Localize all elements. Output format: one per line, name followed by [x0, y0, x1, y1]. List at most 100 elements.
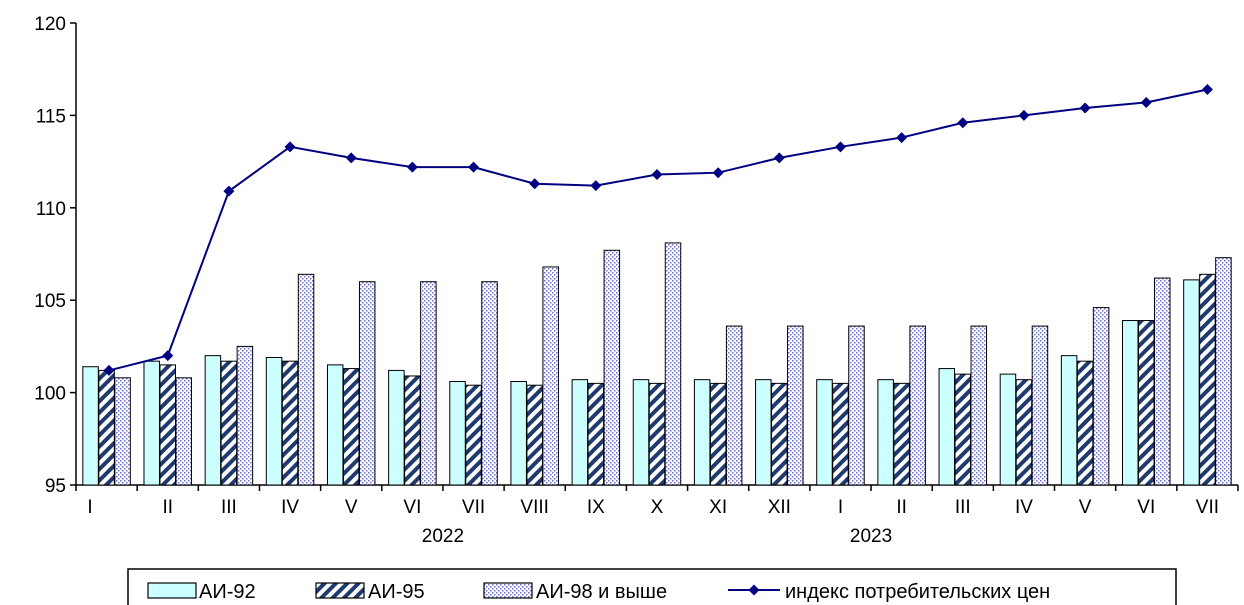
- x-tick-label: IV: [281, 497, 299, 518]
- cpi-point: [834, 141, 846, 153]
- cpi-point: [957, 117, 969, 129]
- y-tick-label: 105: [34, 291, 66, 312]
- legend: АИ-92 АИ-95 АИ-98 и выше индекс потребитель…: [127, 568, 1177, 605]
- cpi-line: [103, 84, 1213, 376]
- bar-diagonal: [587, 382, 605, 486]
- bar-diagonal: [342, 368, 360, 486]
- bar-diagonal: [1076, 360, 1094, 486]
- x-tick-label: IX: [587, 497, 605, 518]
- y-tick-label: 115: [36, 106, 66, 127]
- bar-dotted: [297, 273, 315, 486]
- cpi-point: [1079, 102, 1091, 114]
- x-tick-label: VI: [1137, 497, 1155, 518]
- bars: [82, 242, 1232, 486]
- x-axis: I II III IV V VI VII VIII IX X XI XII I II III IV V VI VII…: [75, 484, 1239, 547]
- x-tick-label: I: [838, 497, 843, 518]
- y-tick-label: 120: [34, 14, 66, 35]
- bar-dotted: [787, 325, 804, 486]
- bar-dotted: [175, 377, 192, 486]
- cpi-point: [651, 169, 663, 181]
- bar-diagonal: [1138, 320, 1155, 486]
- cpi-point: [1201, 84, 1213, 96]
- bar-dotted: [420, 281, 437, 486]
- bar-solid: [632, 379, 650, 486]
- bar-solid: [999, 373, 1017, 486]
- bar-dotted: [848, 325, 865, 486]
- y-axis: 95 100 105 110 115 120: [34, 14, 77, 497]
- legend-label: АИ-95: [368, 581, 425, 603]
- bar-diagonal: [648, 382, 666, 486]
- bar-diagonal: [404, 375, 421, 486]
- cpi-point: [223, 185, 235, 197]
- bar-diagonal: [465, 384, 482, 486]
- cpi-point: [529, 178, 541, 190]
- bar-dotted: [114, 377, 131, 486]
- y-tick-label: 95: [45, 476, 66, 497]
- bar-solid: [1183, 279, 1200, 486]
- x-tick-label: IV: [1015, 497, 1033, 518]
- bar-dotted: [1215, 257, 1232, 486]
- bar-solid: [1060, 355, 1078, 486]
- bar-solid: [265, 356, 283, 486]
- bar-diagonal: [771, 382, 788, 486]
- bar-solid: [755, 379, 772, 486]
- y-tick-label: 100: [34, 384, 66, 405]
- legend-swatch: [483, 582, 533, 599]
- cpi-point: [406, 161, 418, 173]
- bar-diagonal: [954, 373, 972, 486]
- x-tick-label: VII: [1196, 497, 1219, 518]
- legend-label: АИ-98 и выше: [536, 581, 667, 603]
- x-tick-label: X: [651, 497, 664, 518]
- bar-diagonal: [98, 369, 115, 486]
- x-tick-label: XII: [768, 497, 791, 518]
- cpi-point: [773, 152, 785, 164]
- bar-solid: [204, 355, 222, 486]
- year-label: 2022: [422, 526, 464, 547]
- cpi-point: [896, 132, 908, 144]
- x-tick-label: V: [1079, 497, 1092, 518]
- bar-diagonal: [1015, 379, 1033, 486]
- bar-dotted: [481, 281, 498, 486]
- bar-diagonal: [526, 384, 543, 486]
- cpi-point: [590, 180, 602, 192]
- legend-marker: [748, 584, 760, 596]
- x-tick-label: V: [345, 497, 358, 518]
- bar-diagonal: [709, 382, 727, 486]
- bar-diagonal: [1199, 273, 1216, 486]
- bar-solid: [877, 379, 894, 486]
- x-tick-label: VIII: [520, 497, 549, 518]
- bar-dotted: [542, 266, 559, 486]
- bar-solid: [938, 368, 956, 486]
- legend-swatch: [147, 582, 197, 599]
- bar-diagonal: [832, 382, 849, 486]
- bar-dotted: [909, 325, 926, 486]
- bar-dotted: [1031, 325, 1049, 486]
- bar-dotted: [603, 249, 621, 486]
- legend-label: АИ-92: [199, 581, 256, 603]
- bar-dotted: [236, 345, 254, 486]
- bar-solid: [816, 379, 833, 486]
- bar-dotted: [1092, 307, 1110, 486]
- x-tick-label: II: [162, 497, 173, 518]
- bar-diagonal: [281, 360, 299, 486]
- x-tick-label: II: [896, 497, 907, 518]
- bar-dotted: [970, 325, 988, 486]
- bar-solid: [326, 364, 344, 486]
- x-tick-label: VII: [462, 497, 485, 518]
- cpi-point: [284, 141, 296, 153]
- bar-solid: [143, 360, 160, 486]
- x-tick-label: III: [955, 497, 971, 518]
- bar-diagonal: [220, 360, 238, 486]
- cpi-point: [103, 364, 115, 376]
- bar-diagonal: [893, 382, 910, 486]
- bar-dotted: [1154, 277, 1171, 486]
- cpi-point: [468, 161, 480, 173]
- bar-solid: [571, 379, 589, 486]
- bar-dotted: [358, 281, 376, 486]
- legend-swatch: [315, 582, 365, 599]
- cpi-point: [1140, 96, 1152, 108]
- bar-solid: [1122, 320, 1139, 486]
- bar-dotted: [664, 242, 682, 486]
- x-tick-label: VI: [403, 497, 421, 518]
